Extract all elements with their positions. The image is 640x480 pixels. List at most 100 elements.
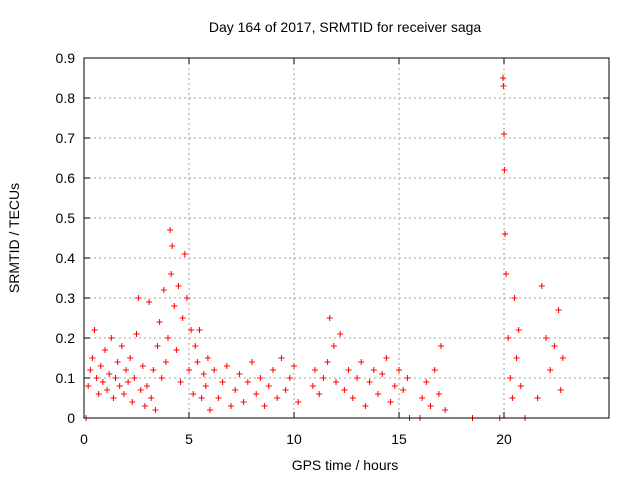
data-point xyxy=(309,383,316,389)
data-point xyxy=(438,343,444,349)
data-point xyxy=(169,243,176,249)
data-point xyxy=(144,383,150,389)
data-point xyxy=(396,367,402,373)
x-axis-label: GPS time / hours xyxy=(292,457,399,473)
data-point xyxy=(513,355,520,361)
data-point xyxy=(404,375,411,381)
y-tick-label: 0.6 xyxy=(56,170,76,186)
data-point xyxy=(244,379,251,385)
data-point xyxy=(349,395,356,401)
data-point xyxy=(152,407,159,413)
data-point xyxy=(240,399,247,405)
data-point xyxy=(274,395,281,401)
data-point xyxy=(97,363,104,369)
y-tick-label: 0.8 xyxy=(56,90,76,106)
data-point xyxy=(183,295,190,301)
data-point xyxy=(158,375,165,381)
data-point xyxy=(165,335,171,341)
data-point xyxy=(168,271,175,277)
data-point xyxy=(511,295,518,301)
y-tick-label: 0.4 xyxy=(56,250,76,266)
data-point xyxy=(89,355,96,361)
data-point xyxy=(204,355,211,361)
data-point xyxy=(181,251,188,257)
data-point xyxy=(249,359,255,365)
data-point xyxy=(547,367,554,373)
data-point xyxy=(194,359,201,365)
data-point xyxy=(167,227,174,233)
data-point xyxy=(501,131,507,137)
data-point xyxy=(419,395,426,401)
data-point xyxy=(358,359,365,365)
data-point xyxy=(543,335,549,341)
data-point xyxy=(188,327,195,333)
data-point xyxy=(150,367,157,373)
data-points xyxy=(83,75,566,421)
data-point xyxy=(316,391,323,397)
data-point xyxy=(295,399,302,405)
data-point xyxy=(427,403,434,409)
y-axis-label: SRMTID / TECUs xyxy=(6,183,22,293)
data-point xyxy=(312,367,318,373)
data-point xyxy=(114,359,121,365)
data-point xyxy=(503,271,510,277)
y-tick-label: 0.7 xyxy=(56,130,76,146)
data-point xyxy=(200,371,207,377)
data-point xyxy=(171,303,178,309)
data-point xyxy=(557,387,564,393)
data-point xyxy=(330,343,337,349)
data-point xyxy=(383,355,390,361)
data-point xyxy=(135,295,142,301)
data-point xyxy=(366,379,373,385)
y-tick-label: 0.9 xyxy=(56,50,76,66)
data-point xyxy=(320,375,327,381)
data-point xyxy=(154,343,161,349)
y-tick-label: 0.3 xyxy=(56,290,76,306)
data-point xyxy=(93,375,100,381)
data-point xyxy=(538,283,545,289)
data-point xyxy=(505,335,512,341)
data-point xyxy=(509,395,516,401)
data-point xyxy=(177,379,184,385)
y-tick-label: 0.2 xyxy=(56,330,76,346)
data-point xyxy=(500,83,507,89)
data-point xyxy=(400,387,407,393)
data-point xyxy=(120,391,127,397)
x-tick-label: 0 xyxy=(80,431,88,447)
data-point xyxy=(141,403,148,409)
data-point xyxy=(341,387,348,393)
data-point xyxy=(515,327,522,333)
data-point xyxy=(148,395,155,401)
data-point xyxy=(85,383,92,389)
data-point xyxy=(106,371,113,377)
data-point xyxy=(202,383,209,389)
data-point xyxy=(354,375,360,381)
axis-ticks: 0 0.1 0.2 0.3 0.4 0.5 0.6 0.7 0.8 0.9 0 5 10 15 20 xyxy=(56,50,609,447)
data-point xyxy=(198,395,205,401)
data-point xyxy=(186,367,192,373)
plot-frame xyxy=(83,57,610,419)
data-point xyxy=(291,363,297,369)
data-point xyxy=(102,347,108,353)
data-point xyxy=(99,379,106,385)
data-point xyxy=(219,379,226,385)
x-tick-label: 15 xyxy=(391,431,407,447)
data-point xyxy=(110,395,117,401)
data-point xyxy=(324,359,331,365)
data-point xyxy=(116,383,123,389)
y-tick-label: 0.5 xyxy=(56,210,76,226)
data-point xyxy=(375,391,381,397)
data-point xyxy=(362,403,369,409)
data-point xyxy=(156,319,163,325)
data-point xyxy=(278,355,285,361)
data-point xyxy=(517,383,524,389)
data-point xyxy=(333,379,339,385)
data-point xyxy=(190,391,197,397)
data-point xyxy=(442,407,449,413)
data-point xyxy=(108,335,115,341)
data-point xyxy=(501,167,508,173)
data-point xyxy=(104,387,111,393)
data-point xyxy=(559,355,566,361)
data-point xyxy=(127,355,134,361)
